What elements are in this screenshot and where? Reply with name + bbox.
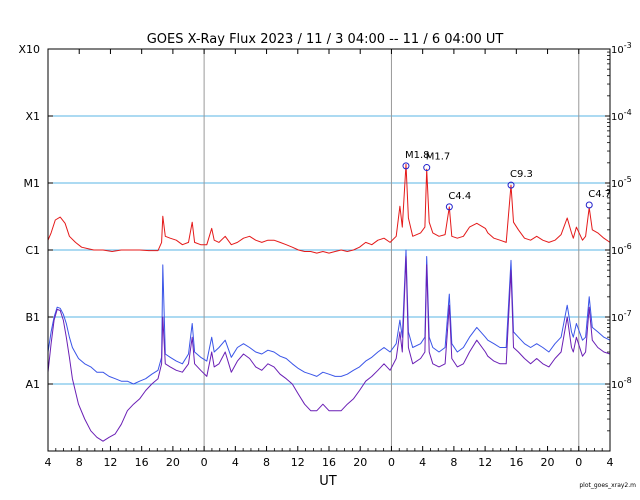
axes: X10 X1 M1 C1 B1 A1 10-3 10-4 10-5 10-6 10-7 10-8 4 8 1…: [18, 41, 631, 469]
x-tick-label: 0: [575, 456, 582, 469]
series-line-2: [47, 256, 611, 442]
flare-label: M1.8: [405, 150, 430, 161]
flare-label: C9.3: [510, 169, 533, 180]
x-tick-label: 20: [353, 456, 367, 469]
flare-marker: [507, 181, 515, 189]
flare-marker: [402, 162, 410, 170]
flare-label: C4.7: [588, 189, 611, 200]
flare-marker: [423, 164, 431, 172]
x-axis-label: UT: [319, 474, 337, 489]
left-tick-label: B1: [25, 311, 40, 324]
right-tick-label: 10-4: [611, 108, 632, 123]
series-line-0: [47, 163, 611, 254]
right-tick-label: 10-5: [611, 175, 632, 190]
x-tick-label: 0: [201, 456, 208, 469]
left-tick-label: C1: [25, 244, 40, 257]
x-tick-label: 16: [322, 456, 336, 469]
x-tick-label: 4: [419, 456, 426, 469]
x-tick-label: 20: [166, 456, 180, 469]
right-tick-label: 10-6: [611, 242, 632, 257]
left-tick-label: X1: [25, 110, 40, 123]
chart-title: GOES X-Ray Flux 2023 / 11 / 3 04:00 -- 1…: [147, 32, 504, 47]
series-layer: [47, 163, 611, 442]
x-tick-label: 8: [263, 456, 270, 469]
flare-label: C4.4: [448, 191, 471, 202]
right-tick-label: 10-7: [611, 309, 632, 324]
x-tick-label: 12: [291, 456, 305, 469]
plot-credit: plot_goes_xray2.m: [579, 482, 636, 489]
left-tick-label: X10: [18, 43, 40, 56]
x-tick-label: 20: [541, 456, 555, 469]
x-tick-label: 8: [450, 456, 457, 469]
flare-label: M1.7: [426, 152, 451, 163]
right-tick-label: 10-8: [611, 376, 632, 391]
x-tick-label: 12: [103, 456, 117, 469]
x-tick-label: 0: [388, 456, 395, 469]
left-tick-label: A1: [25, 378, 40, 391]
series-line-1: [47, 249, 611, 385]
left-tick-label: M1: [24, 177, 41, 190]
flare-annotations: M1.8M1.7 C4.4 C9.3 C4.7: [402, 150, 611, 211]
x-tick-label: 8: [76, 456, 83, 469]
x-tick-label: 4: [232, 456, 239, 469]
x-tick-label: 12: [478, 456, 492, 469]
x-tick-label: 16: [509, 456, 523, 469]
flare-marker: [585, 201, 593, 209]
x-tick-label: 4: [45, 456, 52, 469]
flare-marker: [445, 203, 453, 211]
right-tick-label: 10-3: [611, 41, 632, 56]
x-tick-label: 16: [135, 456, 149, 469]
x-tick-label: 4: [607, 456, 614, 469]
